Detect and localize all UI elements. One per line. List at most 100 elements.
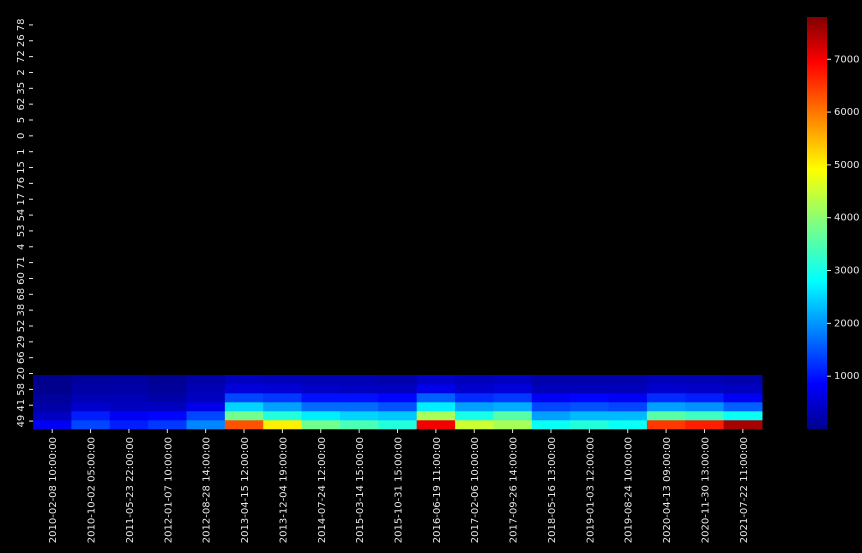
heatmap-cell [608,411,648,421]
heatmap-cell [71,384,111,394]
x-tick: 2019-01-03 12:00:00 [585,429,596,543]
heatmap-cell [71,411,111,421]
heatmap-cell [531,402,571,412]
heatmap-cell [455,402,494,412]
colorbar-tick-label: 1000 [834,371,859,382]
y-tick: 58 [16,383,33,396]
heatmap-cell [416,393,456,403]
x-tick: 2014-07-24 12:00:00 [317,429,328,543]
colorbar-tick: 4000 [827,213,859,224]
heatmap-cell [455,393,494,403]
heatmap-cell [646,393,686,403]
x-tick-label: 2016-06-19 11:00:00 [432,437,443,543]
heatmap-cell [531,420,571,430]
y-tick: 66 [16,351,33,364]
y-tick-label: 41 [16,399,27,412]
heatmap-cell [339,402,379,412]
x-tick: 2012-08-28 14:00:00 [202,429,213,543]
heatmap-cell [570,411,610,421]
heatmap-cell [263,393,303,403]
y-tick: 49 [16,415,33,427]
y-tick-label: 5 [16,117,27,123]
heatmap-cell [186,375,226,385]
heatmap-cell [416,411,456,421]
heatmap-cell [301,384,341,394]
heatmap-cell [608,384,648,394]
x-tick: 2013-12-04 19:00:00 [278,429,289,543]
colorbar-tick-label: 7000 [834,54,859,65]
y-tick-label: 4 [16,244,27,250]
heatmap-cell [685,375,725,385]
heatmap-cell [71,402,111,412]
y-tick-label: 76 [16,177,27,190]
heatmap-cell [723,384,763,394]
heatmap-cell [148,375,187,385]
heatmap-cell [33,384,72,394]
heatmap-cell [224,411,264,421]
y-tick: 4 [16,244,33,250]
heatmap-cell [570,402,610,412]
heatmap-cell [531,393,571,403]
heatmap-cell [109,375,149,385]
heatmap-cell [723,375,763,385]
y-tick: 1 [16,149,33,155]
heatmap-cell [148,384,187,394]
heatmap-cell [301,420,341,430]
colorbar-tick: 2000 [827,318,859,329]
x-tick-label: 2012-08-28 14:00:00 [202,437,213,543]
heatmap-cell [531,384,571,394]
y-tick: 17 [16,193,33,206]
colorbar-tick-label: 2000 [834,318,859,329]
y-tick-label: 1 [16,149,27,155]
heatmap-cell [416,420,456,430]
heatmap-cell [570,384,610,394]
heatmap-cell [455,384,494,394]
y-tick-label: 35 [16,82,27,95]
y-axis: 78 26 72 2 35 62 5 0 1 15 76 17 54 53 4 71 60 68 38 52 29 66 2… [16,19,33,427]
heatmap-cell [608,393,648,403]
x-tick-label: 2020-04-13 09:00:00 [662,437,673,543]
heatmap-cell [493,420,533,430]
heatmap-cell [186,393,226,403]
heatmap-cell [301,402,341,412]
colorbar-tick: 1000 [827,371,859,382]
x-tick: 2010-10-02 05:00:00 [87,429,98,543]
x-tick: 2018-05-16 13:00:00 [547,429,558,543]
x-tick-label: 2012-01-07 10:00:00 [163,437,174,543]
x-tick-label: 2021-07-22 11:00:00 [739,437,750,543]
heatmap-cell [493,393,533,403]
y-tick-label: 58 [16,383,27,396]
x-tick: 2020-04-13 09:00:00 [662,429,673,543]
x-tick-label: 2013-12-04 19:00:00 [278,437,289,543]
heatmap-cell [263,420,303,430]
y-tick-label: 68 [16,288,27,301]
y-tick: 53 [16,225,33,237]
y-tick-label: 17 [16,193,27,206]
heatmap-cell [186,420,226,430]
heatmap-cell [685,393,725,403]
heatmap-cell [224,375,264,385]
x-tick: 2015-03-14 15:00:00 [355,429,366,543]
y-tick-label: 38 [16,304,27,317]
y-tick-label: 54 [16,209,27,222]
heatmap-cell [723,420,763,430]
heatmap-cell [570,375,610,385]
heatmap-cell [263,411,303,421]
x-tick-label: 2017-02-06 10:00:00 [470,437,481,543]
heatmap-cell [339,411,379,421]
heatmap-cell [685,384,725,394]
x-tick: 2010-02-08 10:00:00 [48,429,59,543]
heatmap-cell [646,402,686,412]
heatmap-cell [71,420,111,430]
heatmap-cell [263,375,303,385]
heatmap-cell [723,402,763,412]
colorbar [807,17,827,429]
colorbar-tick-label: 5000 [834,160,859,171]
heatmap-cell [109,411,149,421]
x-tick: 2015-10-31 15:00:00 [394,429,405,543]
y-tick: 15 [16,161,33,174]
x-tick: 2013-04-15 12:00:00 [240,429,251,543]
x-tick-label: 2010-02-08 10:00:00 [48,437,59,543]
